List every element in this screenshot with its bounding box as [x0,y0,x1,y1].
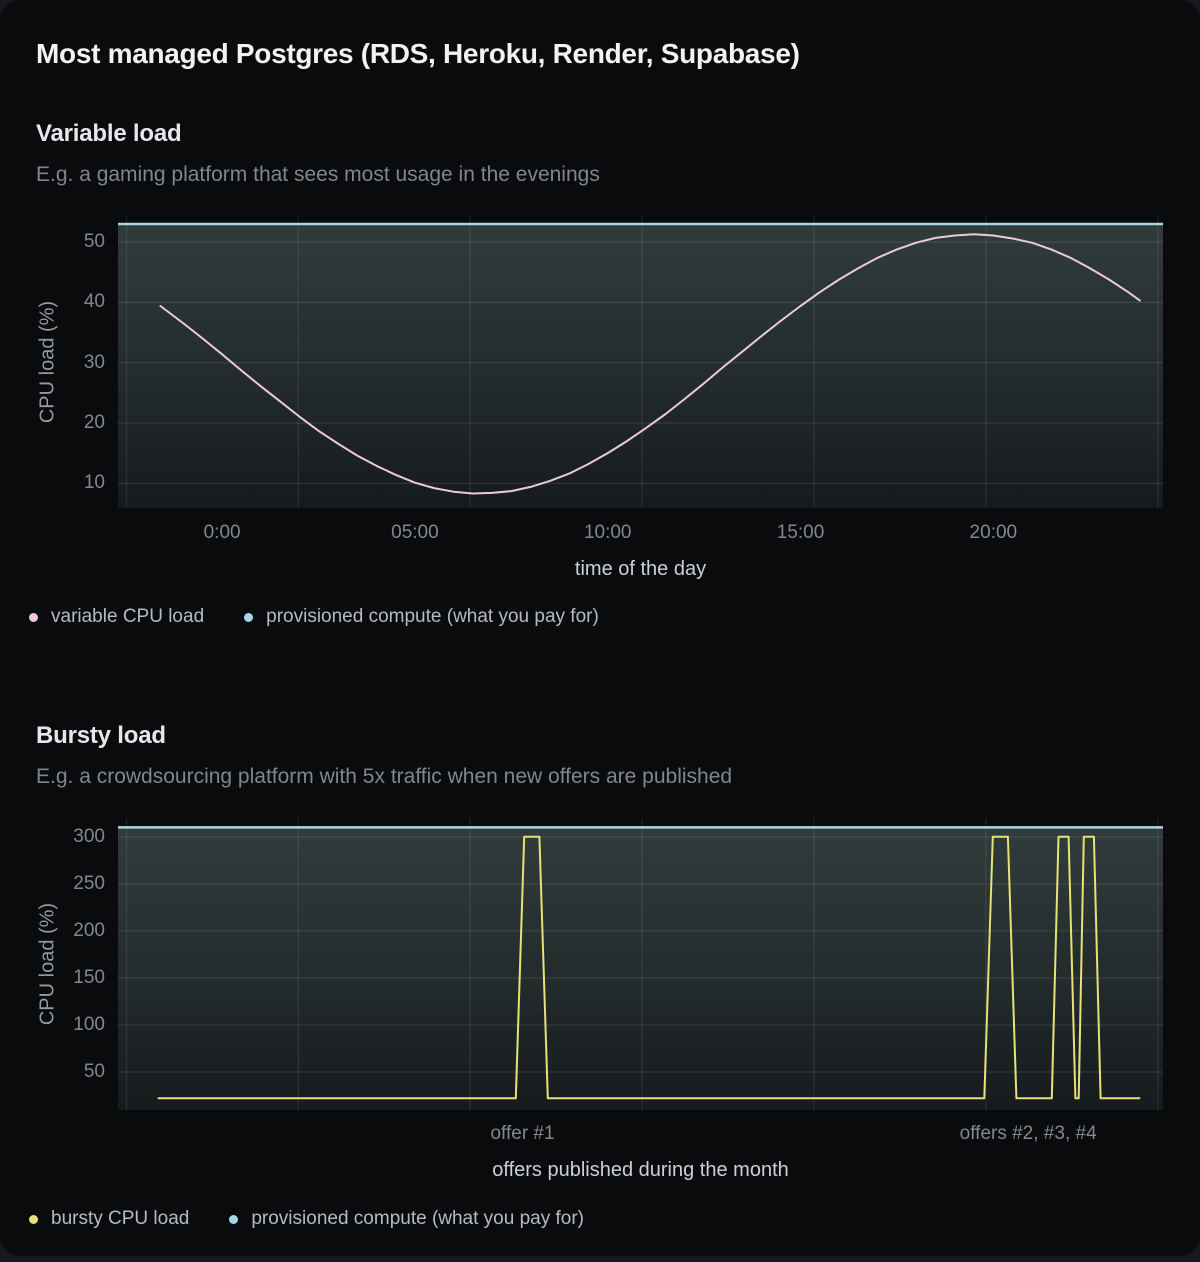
bursty-load-provisioned-area-fill [118,827,1163,1110]
legend-dot-icon [244,612,254,622]
bursty-cpu-load-line [157,835,1141,1100]
y-tick-label: 250 [73,872,105,894]
y-tick-label: 10 [83,472,105,494]
y-tick-label: 150 [73,966,105,988]
bursty-load-legend: bursty CPU load provisioned compute (what… [29,1207,584,1231]
y-axis-title: CPU load (%) [36,300,59,423]
section-subtitle-variable-load: E.g. a gaming platform that sees most us… [36,163,600,186]
legend-item: provisioned compute (what you pay for) [229,1208,584,1230]
legend-item-label: provisioned compute (what you pay for) [266,606,599,627]
x-tick-label: offers #2, #3, #4 [959,1123,1097,1144]
legend-item-label: provisioned compute (what you pay for) [251,1208,585,1229]
legend-item: provisioned compute (what you pay for) [244,606,599,628]
legend-item-label: variable CPU load [51,606,205,627]
y-tick-label: 200 [73,919,105,941]
legend-dot-icon [229,1214,239,1224]
x-tick-label: 10:00 [583,522,632,543]
legend-dot-icon [29,612,38,622]
variable-load-provisioned-area-fill [118,224,1163,508]
x-tick-label: offer #1 [490,1123,555,1144]
y-tick-label: 30 [83,351,105,373]
variable-load-legend: variable CPU load provisioned compute (wh… [29,605,599,629]
section-heading-variable-load: Variable load [36,120,182,147]
variable-cpu-load-line [159,233,1141,495]
x-axis-title: time of the day [574,558,707,580]
y-tick-label: 300 [73,825,105,847]
x-tick-label: 0:00 [203,522,241,543]
page-title: Most managed Postgres (RDS, Heroku, Rend… [36,38,800,69]
x-tick-label: 15:00 [776,522,825,543]
legend-item: bursty CPU load [29,1208,189,1230]
y-tick-label: 50 [83,231,105,253]
y-axis-title: CPU load (%) [36,902,59,1026]
section-subtitle-bursty-load: E.g. a crowdsourcing platform with 5x tr… [36,765,733,788]
x-tick-label: 05:00 [391,522,439,543]
y-tick-label: 100 [73,1013,105,1035]
legend-item: variable CPU load [29,606,204,628]
legend-item-label: bursty CPU load [51,1208,190,1229]
y-tick-label: 20 [83,411,105,433]
section-heading-bursty-load: Bursty load [36,722,166,749]
legend-dot-icon [29,1214,38,1224]
x-tick-label: 20:00 [969,522,1018,543]
y-tick-label: 40 [83,291,105,313]
x-axis-title: offers published during the month [492,1159,789,1181]
y-tick-label: 50 [83,1060,105,1082]
